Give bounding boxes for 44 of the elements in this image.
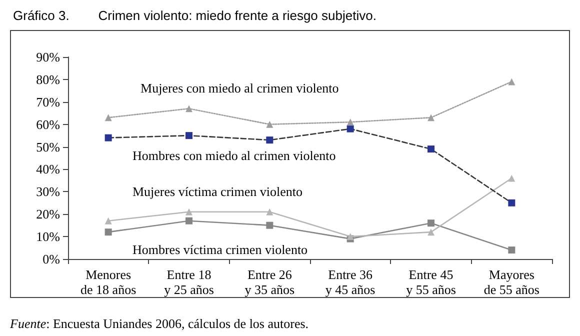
- y-tick-label: 40%: [36, 162, 60, 177]
- y-tick-label: 90%: [36, 50, 60, 64]
- series-label: Hombres víctima crimen violento: [132, 242, 308, 258]
- y-tick-label: 20%: [36, 206, 60, 222]
- y-tick-label: 60%: [36, 116, 60, 132]
- x-tick-label: Menores de 18 años: [80, 267, 136, 297]
- source-note: Fuente: Encuesta Uniandes 2006, cálculos de los autores.: [9, 316, 309, 331]
- point: [508, 174, 516, 182]
- point: [508, 199, 516, 206]
- x-tick-label: Entre 18 y 25 años: [164, 267, 214, 297]
- point: [104, 228, 112, 236]
- series-label: Hombres con miedo al crimen violento: [132, 148, 336, 163]
- y-tick-label: 30%: [36, 184, 60, 200]
- point: [266, 222, 274, 229]
- point: [428, 228, 434, 236]
- y-tick-label: 0%: [42, 252, 60, 266]
- series-label: Mujeres víctima crimen violento: [132, 184, 303, 199]
- x-tick-label: Entre 26 y 35 años: [244, 267, 295, 297]
- point: [104, 114, 112, 122]
- y-tick-label: 50%: [36, 139, 60, 154]
- point: [266, 136, 274, 144]
- point: [266, 208, 274, 216]
- point: [346, 118, 354, 126]
- point: [104, 134, 112, 142]
- y-tick-label: 10%: [36, 229, 60, 244]
- point: [186, 132, 192, 140]
- x-tick-label: Entre 45 y 55 años: [406, 267, 456, 297]
- point: [428, 146, 434, 153]
- point: [508, 246, 516, 254]
- x-tick-label: Entre 36 y 45 años: [325, 267, 376, 297]
- point: [346, 125, 354, 132]
- point: [186, 208, 192, 216]
- y-tick-label: 70%: [36, 94, 60, 110]
- point: [186, 217, 192, 224]
- point: [508, 78, 516, 86]
- point: [186, 105, 192, 112]
- point: [266, 120, 274, 128]
- x-tick-label: Mayores de 55 años: [484, 267, 540, 297]
- point: [104, 217, 112, 224]
- y-tick-label: 80%: [36, 72, 60, 87]
- series-label: Mujeres con miedo al crimen violento: [140, 80, 339, 96]
- chart-title: Gráfico 3. Crimen violento: miedo frente a riesgo subjetivo.: [13, 8, 376, 23]
- point: [428, 220, 434, 227]
- point: [428, 114, 434, 122]
